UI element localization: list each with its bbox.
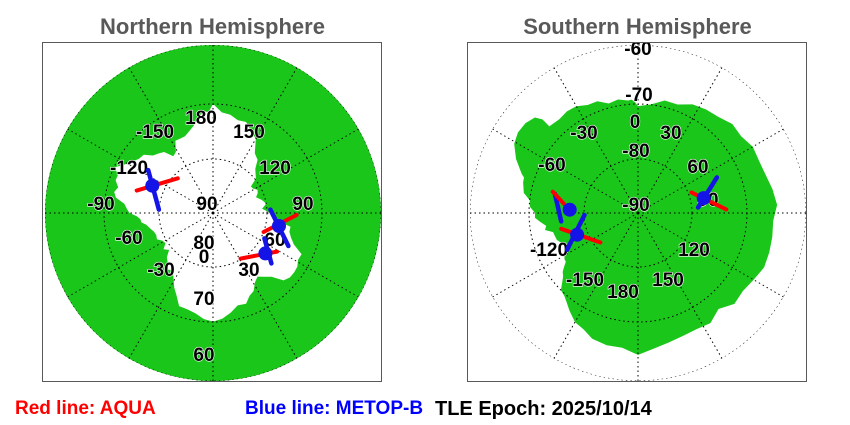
svg-text:180: 180: [607, 282, 639, 303]
svg-text:90: 90: [196, 194, 217, 215]
svg-text:120: 120: [678, 240, 710, 261]
svg-text:-150: -150: [136, 122, 174, 143]
svg-text:-70: -70: [625, 85, 652, 106]
svg-text:-120: -120: [110, 158, 148, 179]
svg-text:120: 120: [259, 158, 291, 179]
svg-text:-90: -90: [622, 195, 649, 216]
svg-text:60: 60: [687, 157, 708, 178]
svg-text:150: 150: [233, 122, 265, 143]
svg-text:150: 150: [652, 270, 684, 291]
svg-text:180: 180: [185, 108, 217, 129]
svg-text:-90: -90: [87, 194, 114, 215]
svg-text:-30: -30: [570, 123, 597, 144]
svg-text:30: 30: [238, 260, 259, 281]
svg-text:-60: -60: [624, 43, 651, 60]
svg-text:-150: -150: [566, 270, 604, 291]
svg-text:-60: -60: [538, 155, 565, 176]
svg-text:-80: -80: [622, 141, 649, 162]
svg-text:-30: -30: [147, 260, 174, 281]
svg-text:90: 90: [292, 194, 313, 215]
svg-text:80: 80: [193, 233, 214, 254]
svg-text:-120: -120: [530, 240, 568, 261]
svg-text:30: 30: [660, 123, 681, 144]
svg-text:0: 0: [630, 112, 641, 133]
svg-text:-60: -60: [115, 228, 142, 249]
svg-text:60: 60: [193, 345, 214, 366]
svg-text:70: 70: [193, 289, 214, 310]
